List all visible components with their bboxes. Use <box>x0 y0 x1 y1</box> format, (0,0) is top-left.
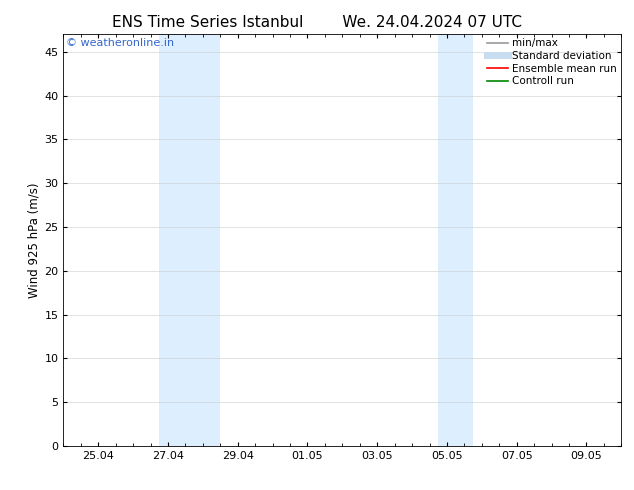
Bar <box>185 34 221 446</box>
Legend: min/max, Standard deviation, Ensemble mean run, Controll run: min/max, Standard deviation, Ensemble me… <box>485 36 619 88</box>
Bar <box>456 34 473 446</box>
Bar <box>438 34 456 446</box>
Text: © weatheronline.in: © weatheronline.in <box>66 38 174 49</box>
Bar <box>159 34 186 446</box>
Y-axis label: Wind 925 hPa (m/s): Wind 925 hPa (m/s) <box>27 182 40 298</box>
Text: ENS Time Series Istanbul        We. 24.04.2024 07 UTC: ENS Time Series Istanbul We. 24.04.2024 … <box>112 15 522 30</box>
